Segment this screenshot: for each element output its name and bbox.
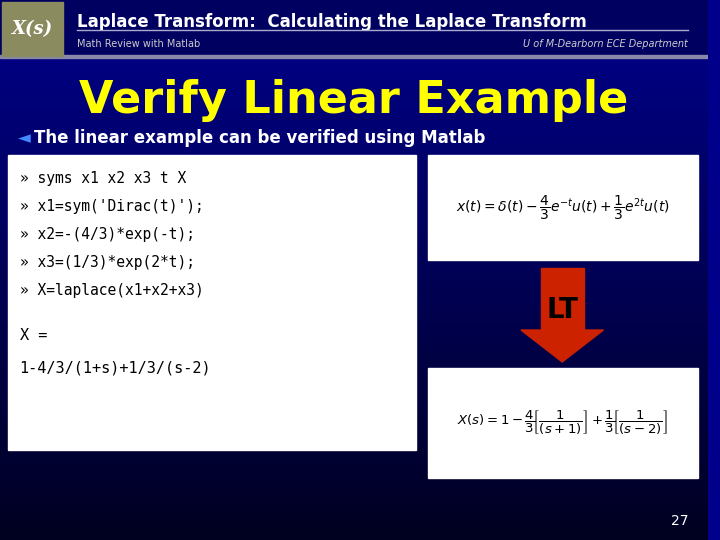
Bar [0, 351, 708, 360]
Bar [0, 144, 708, 153]
Bar [0, 387, 708, 396]
Bar [0, 117, 708, 126]
Bar [0, 459, 708, 468]
Polygon shape [521, 330, 603, 362]
Bar [0, 72, 708, 81]
Bar [0, 18, 708, 27]
Bar [0, 342, 708, 351]
Bar [0, 279, 708, 288]
Bar [0, 162, 708, 171]
Bar [0, 90, 708, 99]
Text: » x1=sym('Dirac(t)');: » x1=sym('Dirac(t)'); [19, 199, 204, 213]
Bar [0, 288, 708, 297]
Text: U of M-Dearborn ECE Department: U of M-Dearborn ECE Department [523, 39, 688, 49]
Polygon shape [541, 268, 584, 330]
Text: Math Review with Matlab: Math Review with Matlab [76, 39, 200, 49]
Bar [0, 477, 708, 486]
Bar [428, 368, 698, 478]
Bar [0, 207, 708, 216]
Bar [0, 333, 708, 342]
Bar [0, 45, 708, 54]
Bar [0, 360, 708, 369]
Bar [0, 432, 708, 441]
Bar [0, 0, 708, 9]
Text: The linear example can be verified using Matlab: The linear example can be verified using… [35, 129, 486, 147]
Bar [0, 153, 708, 162]
Bar [0, 0, 708, 58]
Bar [0, 270, 708, 279]
Bar [0, 171, 708, 180]
Bar [0, 135, 708, 144]
Bar [0, 54, 708, 63]
Text: $x(t)=\delta(t)-\dfrac{4}{3}e^{-t}u(t)+\dfrac{1}{3}e^{2t}u(t)$: $x(t)=\delta(t)-\dfrac{4}{3}e^{-t}u(t)+\… [456, 193, 670, 222]
Bar [2, 2, 63, 56]
Bar [0, 378, 708, 387]
Text: » X=laplace(x1+x2+x3): » X=laplace(x1+x2+x3) [19, 282, 204, 298]
Bar [0, 414, 708, 423]
Bar [8, 155, 415, 450]
Text: LT: LT [546, 296, 578, 324]
Bar [0, 315, 708, 324]
Bar [0, 297, 708, 306]
Text: ◄: ◄ [18, 129, 30, 147]
Bar [0, 243, 708, 252]
Bar [0, 63, 708, 72]
Bar [0, 9, 708, 18]
Bar [0, 99, 708, 108]
Text: 1-4/3/(1+s)+1/3/(s-2): 1-4/3/(1+s)+1/3/(s-2) [19, 361, 211, 375]
Bar [0, 252, 708, 261]
Text: X =: X = [19, 328, 47, 343]
Bar [0, 81, 708, 90]
Bar [0, 306, 708, 315]
Bar [0, 126, 708, 135]
Bar [0, 423, 708, 432]
Bar [0, 55, 708, 58]
Bar [0, 486, 708, 495]
Bar [0, 369, 708, 378]
Bar [0, 225, 708, 234]
Text: Verify Linear Example: Verify Linear Example [79, 78, 629, 122]
Text: » x2=-(4/3)*exp(-t);: » x2=-(4/3)*exp(-t); [19, 226, 194, 241]
Bar [0, 189, 708, 198]
Bar [0, 468, 708, 477]
Text: Laplace Transform:  Calculating the Laplace Transform: Laplace Transform: Calculating the Lapla… [76, 13, 587, 31]
Bar [428, 155, 698, 260]
Text: » x3=(1/3)*exp(2*t);: » x3=(1/3)*exp(2*t); [19, 254, 194, 269]
Bar [0, 405, 708, 414]
Bar [0, 504, 708, 513]
Bar [0, 216, 708, 225]
Text: 27: 27 [670, 514, 688, 528]
Bar [0, 180, 708, 189]
Bar [0, 36, 708, 45]
Bar [0, 531, 708, 540]
Text: $X(s)=1-\dfrac{4}{3}\!\left[\dfrac{1}{(s+1)}\right]+\dfrac{1}{3}\!\left[\dfrac{1: $X(s)=1-\dfrac{4}{3}\!\left[\dfrac{1}{(s… [457, 409, 668, 437]
Bar [0, 198, 708, 207]
Bar [0, 441, 708, 450]
Bar [0, 513, 708, 522]
Bar [0, 261, 708, 270]
Bar [0, 522, 708, 531]
Bar [0, 324, 708, 333]
Text: X(s): X(s) [12, 20, 53, 38]
Bar [0, 27, 708, 36]
Bar [0, 108, 708, 117]
Bar [0, 495, 708, 504]
Bar [0, 450, 708, 459]
Bar [0, 396, 708, 405]
Bar [0, 234, 708, 243]
Text: » syms x1 x2 x3 t X: » syms x1 x2 x3 t X [19, 171, 186, 186]
